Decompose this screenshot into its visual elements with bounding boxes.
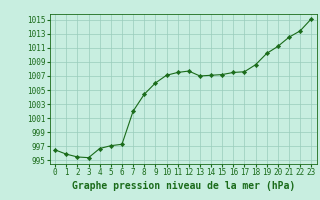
X-axis label: Graphe pression niveau de la mer (hPa): Graphe pression niveau de la mer (hPa) [72, 181, 295, 191]
